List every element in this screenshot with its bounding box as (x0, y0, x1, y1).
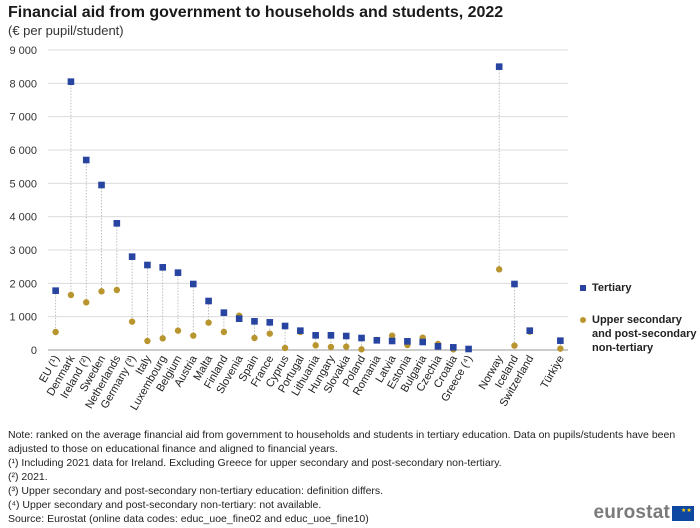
y-tick-label: 4 000 (9, 212, 37, 224)
y-tick-label: 3 000 (9, 245, 37, 257)
marker-tertiary (511, 280, 518, 288)
chart-title: Financial aid from government to househo… (8, 4, 504, 21)
marker-tertiary (557, 337, 564, 344)
legend-label-tertiary: Tertiary (592, 282, 632, 294)
eurostat-logo[interactable]: eurostat (593, 502, 670, 523)
marker-tertiary (82, 156, 90, 164)
x-tick-label: Türkiye (539, 354, 567, 391)
marker-upper-secondary (511, 342, 518, 349)
marker-tertiary (404, 338, 411, 345)
y-tick-label: 9 000 (9, 45, 37, 57)
note-2: (²) 2021. (8, 471, 48, 483)
marker-upper-secondary (98, 288, 105, 295)
y-tick-label: 1 000 (9, 312, 37, 324)
y-tick-label: 0 (31, 345, 37, 357)
marker-upper-secondary (67, 291, 75, 299)
marker-upper-secondary (174, 327, 182, 334)
y-tick-label: 7 000 (9, 112, 37, 124)
marker-upper-secondary (281, 344, 289, 352)
marker-upper-secondary (113, 286, 121, 294)
marker-upper-secondary (312, 342, 319, 349)
y-tick-label: 8 000 (9, 78, 37, 90)
marker-upper-secondary (83, 299, 90, 306)
marker-tertiary (189, 280, 197, 288)
legend-item-tertiary: Tertiary (580, 282, 632, 294)
marker-tertiary (388, 337, 396, 345)
marker-tertiary (98, 181, 105, 189)
marker-tertiary (235, 315, 243, 322)
marker-tertiary (205, 297, 212, 305)
eu-flag-icon: ★★ (672, 506, 694, 521)
legend-label-upper-3: non-tertiary (592, 342, 654, 354)
marker-tertiary (52, 287, 59, 294)
marker-tertiary (281, 322, 289, 330)
marker-upper-secondary (343, 343, 350, 350)
marker-tertiary (113, 220, 121, 227)
marker-tertiary (358, 334, 365, 342)
chart-subtitle: (€ per pupil/student) (8, 23, 124, 38)
y-tick-label: 2 000 (9, 278, 37, 290)
marker-tertiary (220, 309, 228, 316)
marker-tertiary (159, 264, 167, 271)
note-4: (⁴) Upper secondary and post-secondary n… (8, 499, 322, 511)
marker-tertiary (327, 332, 335, 339)
legend-circle-marker (580, 317, 586, 323)
legend-label-upper-2: and post-secondary (592, 328, 697, 340)
marker-tertiary (312, 332, 319, 339)
marker-tertiary (419, 338, 427, 346)
marker-upper-secondary (495, 266, 503, 273)
marker-tertiary (174, 269, 182, 276)
marker-upper-secondary (128, 318, 136, 325)
marker-tertiary (297, 327, 304, 334)
marker-upper-secondary (190, 332, 197, 339)
marker-upper-secondary (388, 332, 396, 339)
note-1: (¹) Including 2021 data for Ireland. Exc… (8, 457, 502, 469)
note-ranking: Note: ranked on the average financial ai… (8, 429, 676, 455)
marker-tertiary (495, 63, 503, 70)
marker-upper-secondary (52, 328, 59, 336)
marker-upper-secondary (220, 328, 228, 336)
y-tick-label: 5 000 (9, 178, 37, 190)
marker-tertiary (373, 337, 381, 344)
footnotes: Note: ranked on the average financial ai… (8, 428, 688, 526)
scatter-chart: 0 1 000 2 000 3 000 4 000 5 000 6 000 7 000 8 00… (9, 45, 568, 412)
marker-tertiary (449, 344, 457, 351)
marker-tertiary (67, 78, 75, 85)
note-3: (³) Upper secondary and post-secondary n… (8, 485, 384, 497)
y-tick-label: 6 000 (9, 145, 37, 157)
marker-tertiary (144, 261, 151, 269)
marker-upper-secondary (251, 334, 258, 342)
marker-tertiary (266, 319, 274, 326)
source-note: Source: Eurostat (online data codes: edu… (8, 513, 369, 525)
legend-label-upper-1: Upper secondary (592, 314, 682, 326)
marker-tertiary (128, 253, 136, 260)
marker-upper-secondary (205, 319, 212, 326)
marker-tertiary (434, 343, 442, 350)
marker-upper-secondary (327, 343, 335, 351)
marker-tertiary (465, 345, 472, 353)
marker-upper-secondary (557, 345, 564, 352)
legend-square-marker (580, 285, 586, 292)
marker-upper-secondary (358, 346, 365, 353)
legend-item-upper-secondary: Upper secondary and post-secondary non-t… (580, 313, 700, 355)
marker-upper-secondary (159, 335, 166, 342)
marker-tertiary (526, 327, 534, 334)
marker-tertiary (342, 332, 350, 340)
marker-tertiary (251, 318, 258, 325)
marker-upper-secondary (266, 330, 273, 337)
marker-upper-secondary (144, 337, 151, 345)
